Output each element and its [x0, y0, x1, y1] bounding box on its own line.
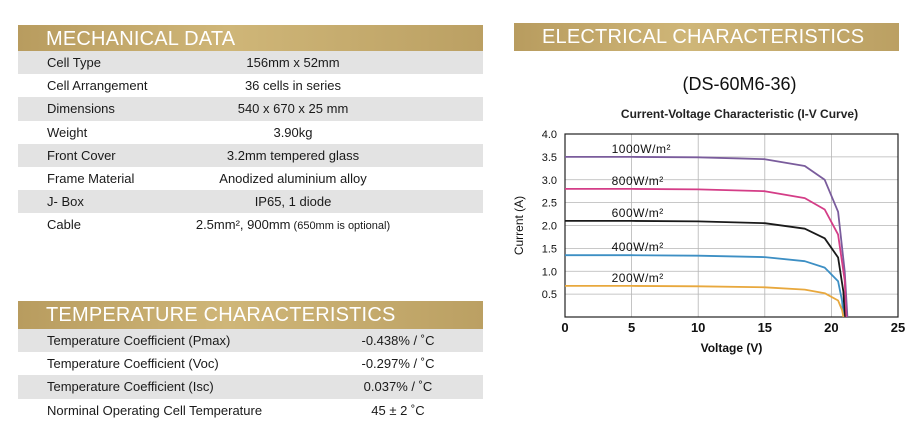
row-value-text: 3.90kg	[273, 124, 313, 140]
row-label: Weight	[47, 124, 88, 140]
table-row: Front Cover 3.2mm tempered glass	[18, 143, 483, 167]
table-row: Dimensions 540 x 670 x 25 mm	[18, 97, 483, 121]
mechanical-data-title: MECHANICAL DATA	[46, 28, 236, 50]
table-row: Cell Arrangement 36 cells in series	[18, 74, 483, 97]
row-value-text: -0.297% / ˚C	[361, 356, 435, 372]
series-line	[565, 220, 846, 318]
row-label: Temperature Coefficient (Voc)	[47, 356, 219, 372]
row-value: -0.438% / ˚C	[348, 329, 448, 352]
x-tick-label: 10	[691, 320, 705, 335]
row-value-text: 2.5mm², 900mm	[195, 217, 291, 233]
table-row: Frame Material Anodized aluminium alloy	[18, 167, 483, 190]
series-label: 800W/m²	[612, 174, 664, 188]
row-value: 36 cells in series	[158, 74, 428, 97]
electrical-characteristics-header: ELECTRICAL CHARACTERISTICS	[514, 23, 899, 51]
x-tick-label: 0	[561, 320, 568, 335]
table-row: Temperature Coefficient (Voc) -0.297% / ˚…	[18, 352, 483, 375]
row-label: Temperature Coefficient (Isc)	[47, 379, 214, 395]
row-value: 45 ± 2 ˚C	[348, 399, 448, 422]
row-label: Norminal Operating Cell Temperature	[47, 402, 263, 418]
series-line	[565, 188, 847, 318]
row-value: -0.297% / ˚C	[348, 352, 448, 375]
temperature-characteristics-header: TEMPERATURE CHARACTERISTICS	[18, 301, 483, 329]
series-label: 200W/m²	[612, 271, 664, 285]
series-label: 400W/m²	[612, 240, 664, 254]
series-label: 600W/m²	[612, 206, 664, 220]
row-value: 0.037% / ˚C	[348, 375, 448, 398]
row-value: 540 x 670 x 25 mm	[158, 97, 428, 120]
table-row: Weight 3.90kg	[18, 121, 483, 144]
y-tick-label: 3.5	[542, 152, 557, 164]
temperature-characteristics-title: TEMPERATURE CHARACTERISTICS	[46, 304, 396, 326]
y-tick-label: 1.5	[542, 243, 557, 255]
row-value-note: (650mm is optional)	[290, 220, 391, 233]
y-tick-label: 0.5	[542, 289, 557, 301]
row-label: Cell Arrangement	[47, 78, 148, 94]
y-tick-label: 1.0	[542, 266, 557, 278]
x-axis-label: Voltage (V)	[701, 341, 763, 355]
series-label: 1000W/m²	[612, 142, 671, 156]
table-row: J- Box IP65, 1 diode	[18, 190, 483, 214]
row-label: Temperature Coefficient (Pmax)	[47, 333, 231, 348]
series-line	[565, 285, 845, 318]
row-value: Anodized aluminium alloy	[158, 167, 428, 190]
x-tick-label: 25	[891, 320, 905, 335]
plot-frame	[564, 133, 899, 318]
row-value: 3.90kg	[158, 121, 428, 144]
row-value-text: 3.2mm tempered glass	[226, 147, 360, 163]
row-value-text: 540 x 670 x 25 mm	[237, 101, 349, 117]
y-tick-label: 4.0	[542, 129, 557, 141]
y-tick-label: 2.0	[542, 221, 557, 233]
row-value: 156mm x 52mm	[158, 51, 428, 74]
row-value-text: 0.037% / ˚C	[363, 379, 433, 395]
temperature-characteristics-table: Temperature Coefficient (Pmax) -0.438% / …	[18, 329, 483, 422]
row-label: J- Box	[47, 194, 84, 210]
y-tick-label: 2.5	[542, 198, 557, 210]
series-line	[565, 254, 845, 318]
table-row: Cable 2.5mm², 900mm (650mm is optional)	[18, 213, 483, 236]
row-label: Dimensions	[47, 101, 115, 117]
x-tick-label: 15	[758, 320, 772, 335]
y-axis-label: Current (A)	[512, 196, 526, 255]
row-value-text: 36 cells in series	[244, 78, 342, 94]
row-value-text: 45 ± 2 ˚C	[371, 402, 425, 418]
row-value-text: Anodized aluminium alloy	[219, 170, 367, 186]
row-value-text: -0.438% / ˚C	[361, 333, 435, 348]
row-value: 3.2mm tempered glass	[158, 144, 428, 167]
mechanical-data-header: MECHANICAL DATA	[18, 25, 483, 53]
iv-curve-chart: (DS-60M6-36) Current-Voltage Characterist…	[512, 74, 905, 355]
row-label: Cell Type	[47, 55, 101, 70]
chart-subtitle: Current-Voltage Characteristic (I-V Curv…	[621, 107, 858, 121]
x-tick-label: 20	[824, 320, 838, 335]
row-value: 2.5mm², 900mm (650mm is optional)	[158, 213, 428, 238]
x-tick-label: 5	[628, 320, 635, 335]
table-row: Temperature Coefficient (Pmax) -0.438% / …	[18, 329, 483, 353]
row-value: IP65, 1 diode	[158, 190, 428, 213]
row-label: Cable	[47, 217, 81, 233]
row-value-text: 156mm x 52mm	[246, 55, 340, 70]
row-value-text: IP65, 1 diode	[254, 194, 332, 210]
table-row: Norminal Operating Cell Temperature 45 ± …	[18, 399, 483, 422]
row-label: Front Cover	[47, 147, 116, 163]
chart-title: (DS-60M6-36)	[682, 74, 796, 94]
mechanical-data-table: Cell Type 156mm x 52mm Cell Arrangement 36 …	[18, 51, 483, 237]
y-tick-label: 3.0	[542, 175, 557, 187]
series-line	[565, 156, 849, 318]
table-row: Temperature Coefficient (Isc) 0.037% / ˚C	[18, 375, 483, 399]
electrical-characteristics-title: ELECTRICAL CHARACTERISTICS	[542, 26, 865, 48]
row-label: Frame Material	[47, 170, 135, 186]
table-row: Cell Type 156mm x 52mm	[18, 51, 483, 75]
